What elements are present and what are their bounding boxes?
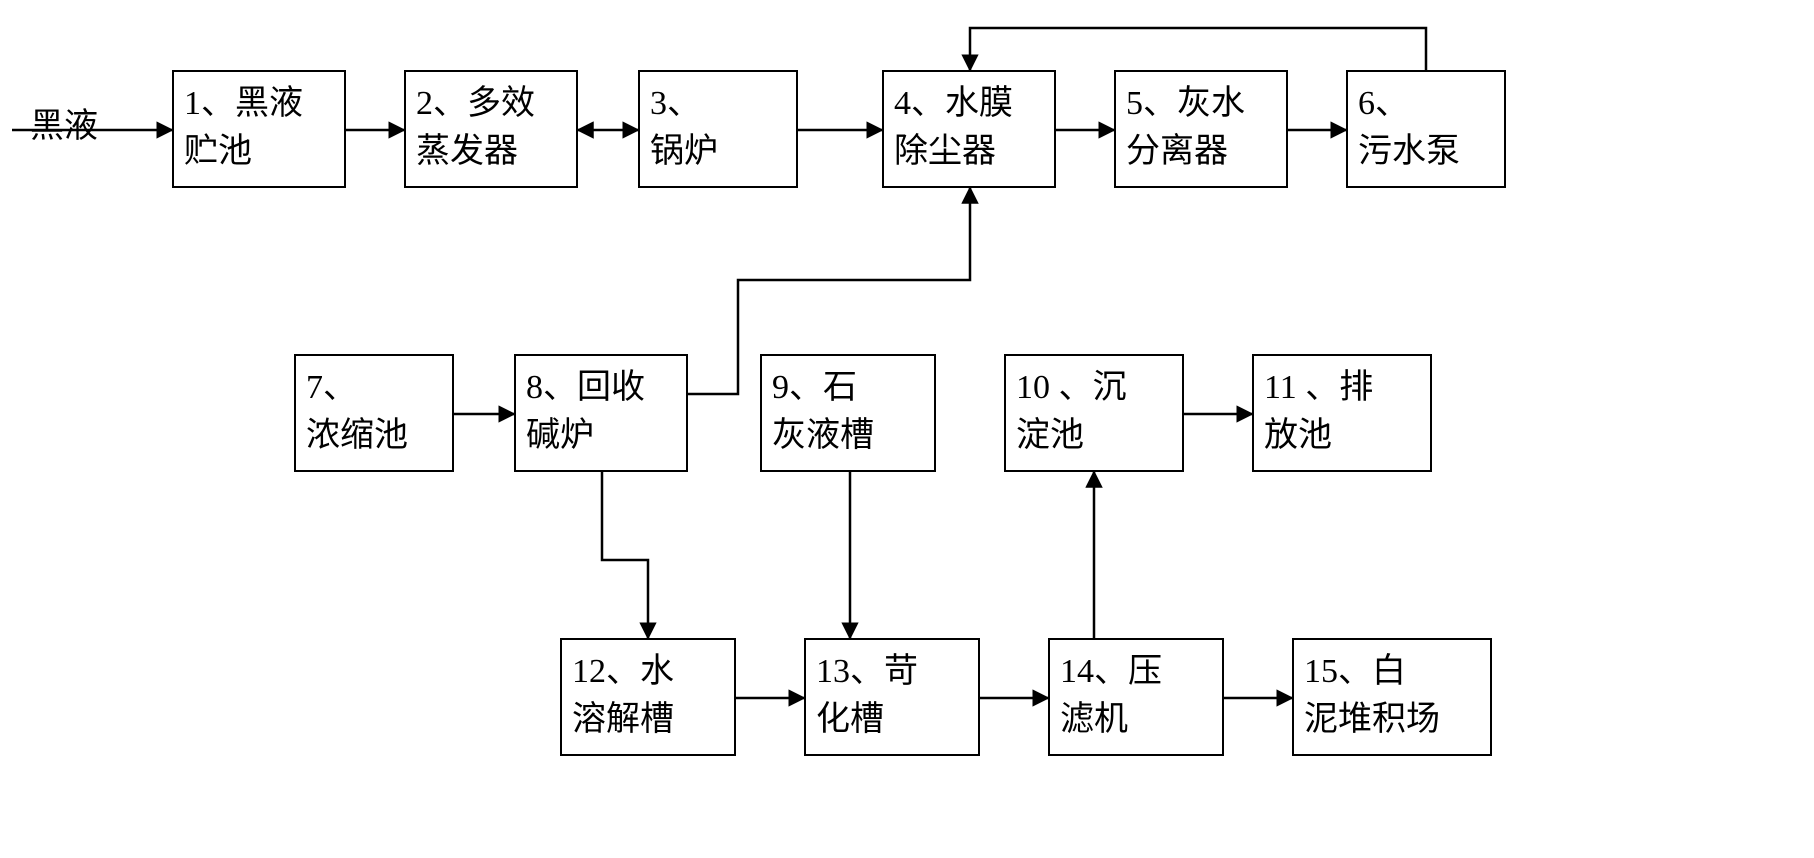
node-3-boiler: 3、 锅炉: [638, 70, 798, 188]
node-14-line2: 滤机: [1060, 701, 1128, 738]
node-10-line2: 淀池: [1016, 417, 1084, 454]
node-12-dissolve: 12、水 溶解槽: [560, 638, 736, 756]
node-13-line2: 化槽: [816, 701, 884, 738]
node-14-filter-press: 14、压 滤机: [1048, 638, 1224, 756]
node-2-evaporator: 2、多效 蒸发器: [404, 70, 578, 188]
node-13-causticizer: 13、苛 化槽: [804, 638, 980, 756]
node-10-line1: 10 、沉: [1016, 369, 1127, 406]
node-15-line2: 泥堆积场: [1304, 701, 1440, 738]
node-6-pump: 6、 污水泵: [1346, 70, 1506, 188]
node-12-line2: 溶解槽: [572, 701, 674, 738]
node-13-line1: 13、苛: [816, 653, 918, 690]
node-11-line1: 11 、排: [1264, 369, 1373, 406]
node-4-line1: 4、水膜: [894, 85, 1013, 122]
node-4-line2: 除尘器: [894, 133, 996, 170]
node-6-line2: 污水泵: [1358, 133, 1460, 170]
node-3-line2: 锅炉: [650, 133, 718, 170]
node-2-line2: 蒸发器: [416, 133, 518, 170]
node-7-line1: 7、: [306, 369, 357, 406]
node-9-line1: 9、石: [772, 369, 857, 406]
node-11-line2: 放池: [1264, 417, 1332, 454]
node-5-line1: 5、灰水: [1126, 85, 1245, 122]
node-8-line2: 碱炉: [526, 417, 594, 454]
node-10-settling: 10 、沉 淀池: [1004, 354, 1184, 472]
node-9-lime-tank: 9、石 灰液槽: [760, 354, 936, 472]
node-4-scrubber: 4、水膜 除尘器: [882, 70, 1056, 188]
node-6-line1: 6、: [1358, 85, 1409, 122]
node-9-line2: 灰液槽: [772, 417, 874, 454]
node-7-line2: 浓缩池: [306, 417, 408, 454]
node-15-white-mud: 15、白 泥堆积场: [1292, 638, 1492, 756]
node-1-line1: 1、黑液: [184, 85, 303, 122]
node-8-recovery-furnace: 8、回收 碱炉: [514, 354, 688, 472]
node-1-black-liquor-tank: 1、黑液 贮池: [172, 70, 346, 188]
node-5-separator: 5、灰水 分离器: [1114, 70, 1288, 188]
node-14-line1: 14、压: [1060, 653, 1162, 690]
node-7-thickener: 7、 浓缩池: [294, 354, 454, 472]
input-label: 黑液: [30, 98, 98, 147]
node-3-line1: 3、: [650, 85, 701, 122]
node-1-line2: 贮池: [184, 133, 252, 170]
node-8-line1: 8、回收: [526, 369, 645, 406]
node-12-line1: 12、水: [572, 653, 674, 690]
node-2-line1: 2、多效: [416, 85, 535, 122]
node-11-discharge: 11 、排 放池: [1252, 354, 1432, 472]
node-15-line1: 15、白: [1304, 653, 1406, 690]
node-5-line2: 分离器: [1126, 133, 1228, 170]
